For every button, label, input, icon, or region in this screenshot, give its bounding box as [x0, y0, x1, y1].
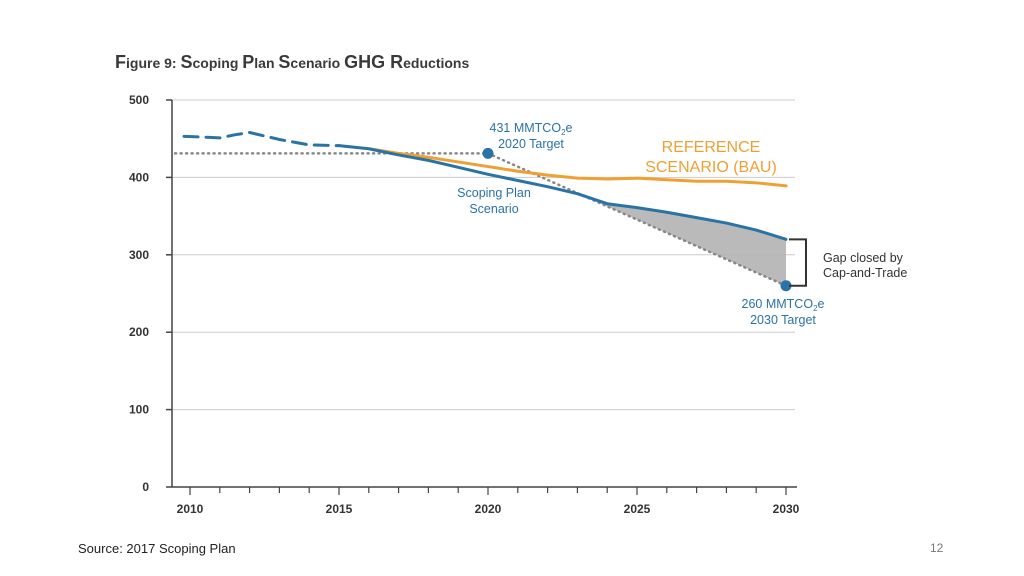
target-2020-sublabel: 2020 Target	[498, 137, 564, 151]
y-tick-label-100: 100	[129, 403, 149, 417]
series-line-historical	[182, 131, 341, 148]
source-note: Source: 2017 Scoping Plan	[78, 541, 236, 556]
reference-label-2: SCENARIO (BAU)	[645, 159, 777, 176]
gridlines	[172, 99, 795, 411]
gap-label-2: Cap-and-Trade	[823, 266, 907, 280]
target-2030-label: 260 MMTCO2e	[742, 297, 825, 313]
x-tick-label-2020: 2020	[475, 502, 502, 516]
series-line-target-trajectory	[486, 152, 788, 288]
y-axis-ticks: 0 100 200 300 400 500	[129, 93, 172, 494]
y-tick-label-0: 0	[142, 480, 149, 494]
x-tick-label-2010: 2010	[177, 502, 204, 516]
series-group	[173, 131, 788, 288]
x-tick-label-2030: 2030	[773, 502, 800, 516]
scoping-plan-label-1: Scoping Plan	[457, 186, 531, 200]
x-tick-label-2015: 2015	[326, 502, 353, 516]
page-number: 12	[930, 541, 944, 555]
gap-bracket	[789, 238, 807, 287]
y-tick-label-500: 500	[129, 93, 149, 107]
y-tick-label-400: 400	[129, 170, 149, 184]
reference-label-1: REFERENCE	[662, 139, 761, 156]
target-markers	[482, 147, 792, 292]
target-2030-sublabel: 2030 Target	[750, 313, 816, 327]
target-2020-label: 431 MMTCO2e	[490, 121, 573, 137]
series-line-scoping-plan-scenario	[337, 144, 788, 241]
series-line-reference-scenario-bau-	[367, 147, 788, 188]
y-tick-label-200: 200	[129, 325, 149, 339]
y-tick-label-300: 300	[129, 248, 149, 262]
x-tick-label-2025: 2025	[624, 502, 651, 516]
target-marker-2020	[482, 147, 494, 159]
target-marker-2030	[780, 280, 792, 292]
gap-label-1: Gap closed by	[823, 251, 904, 265]
x-axis-ticks: 2010 2015 2020 2025 2030	[177, 487, 800, 516]
scoping-plan-label-2: Scenario	[469, 202, 518, 216]
chart-title: Figure 9: Scoping Plan Scenario GHG Redu…	[115, 52, 469, 72]
